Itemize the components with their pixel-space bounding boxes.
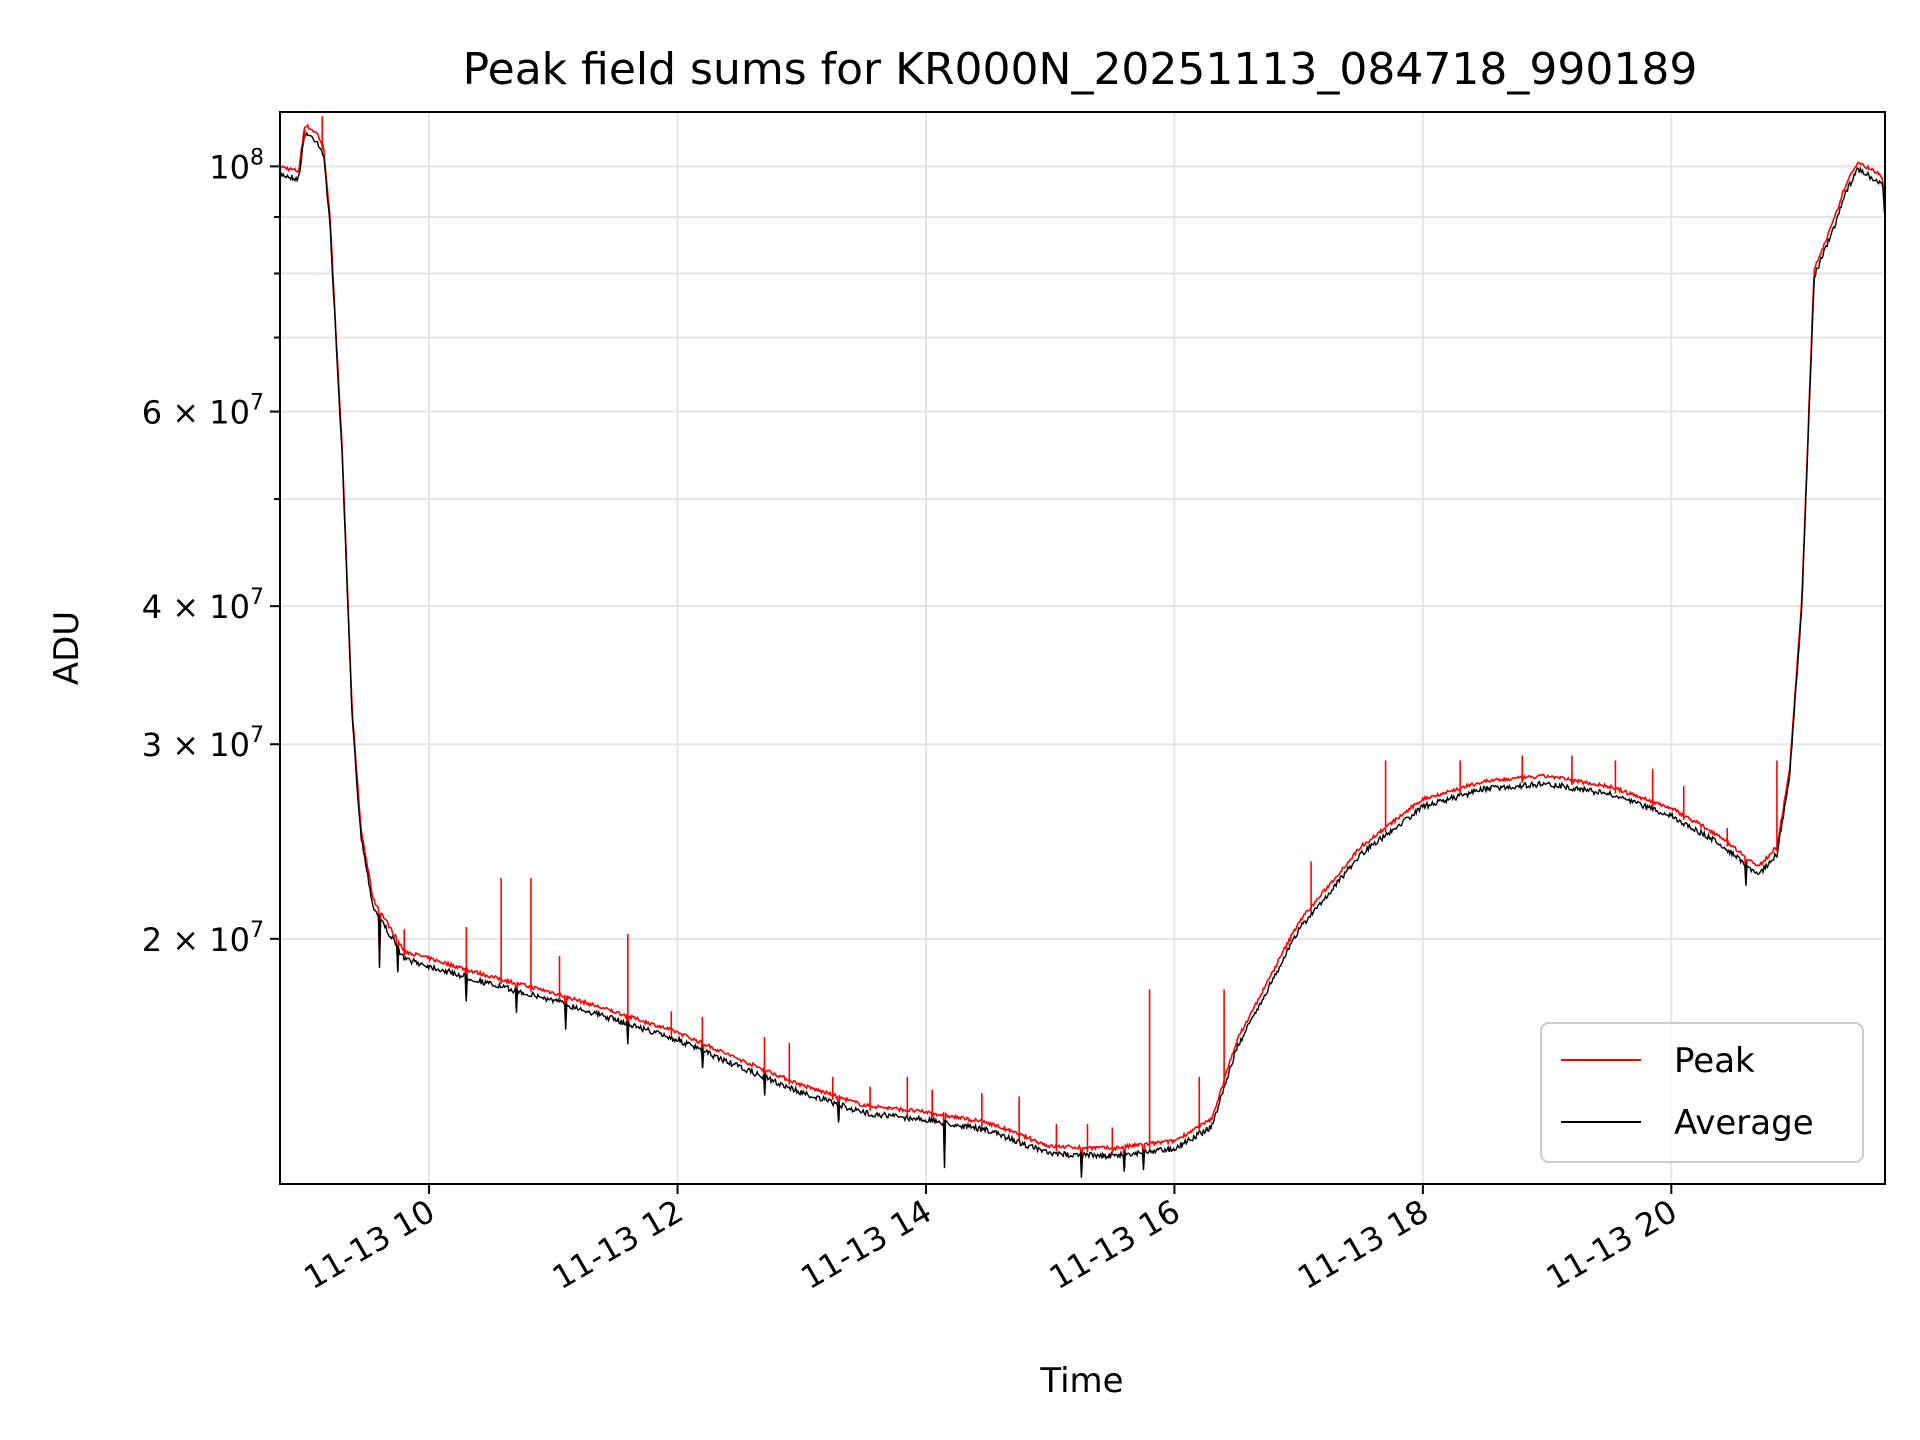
series-line-peak xyxy=(279,123,1886,1166)
chart-title: Peak field sums for KR000N_20251113_0847… xyxy=(463,44,1698,95)
y-tick-exponent: 8 xyxy=(250,145,264,170)
legend-box xyxy=(1540,1022,1864,1163)
grid xyxy=(280,112,1885,1184)
y-tick-base: 4 × 10 xyxy=(142,588,250,626)
legend-label-average: Average xyxy=(1674,1103,1814,1143)
y-tick-base: 2 × 10 xyxy=(142,921,250,959)
legend-label-peak: Peak xyxy=(1674,1041,1755,1081)
y-tick-exponent: 7 xyxy=(250,585,264,610)
y-axis-label: ADU xyxy=(47,611,87,685)
plot-frame xyxy=(279,111,1886,1185)
y-tick-label: 2 × 107 xyxy=(142,918,264,959)
legend: Peak Average xyxy=(1540,1022,1864,1163)
series-layer xyxy=(279,116,1886,1178)
y-tick-label: 108 xyxy=(209,145,264,186)
y-tick-base: 10 xyxy=(209,148,250,186)
y-tick-exponent: 7 xyxy=(250,391,264,416)
y-tick-label: 4 × 107 xyxy=(142,585,264,626)
y-tick-base: 3 × 10 xyxy=(142,726,250,764)
y-tick-label: 3 × 107 xyxy=(142,723,264,764)
y-tick-label: 6 × 107 xyxy=(142,391,264,432)
y-tick-exponent: 7 xyxy=(250,723,264,748)
y-tick-exponent: 7 xyxy=(250,918,264,943)
series-line-average xyxy=(279,131,1886,1178)
y-tick-base: 6 × 10 xyxy=(142,394,250,432)
x-axis-label: Time xyxy=(1039,1361,1123,1401)
